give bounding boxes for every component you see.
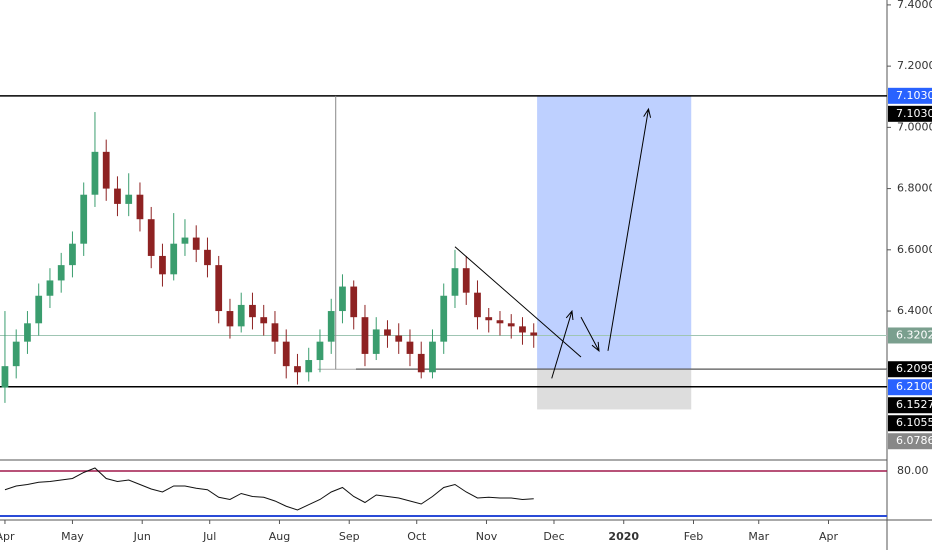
- candle-body: [91, 151, 99, 195]
- candle-body: [406, 341, 414, 354]
- candle-body: [384, 329, 391, 336]
- x-tick-label: May: [61, 530, 84, 543]
- y-tick-label: 7.20000: [897, 59, 932, 72]
- x-tick-label: Apr: [0, 530, 15, 543]
- candle-body: [57, 265, 65, 281]
- candle-body: [170, 243, 178, 275]
- candle-body: [485, 317, 493, 321]
- x-tick-label: Nov: [476, 530, 498, 543]
- rsi-line: [4, 467, 534, 511]
- y-tick-label: 6.60000: [897, 243, 932, 256]
- target-zone: [537, 95, 692, 370]
- candle-body: [24, 323, 31, 342]
- price-label-bg: [888, 87, 932, 104]
- y-tick-label: 7.40000: [897, 0, 932, 11]
- candle-body: [181, 237, 189, 244]
- x-tick-label: Jun: [133, 530, 151, 543]
- price-label-bg: [888, 433, 932, 450]
- candle-body: [327, 311, 335, 342]
- price-label: 7.10302: [896, 89, 932, 102]
- candle-body: [519, 326, 526, 333]
- candle-body: [282, 341, 290, 367]
- stop-zone: [537, 369, 692, 410]
- arrow: [551, 309, 574, 379]
- candle-body: [462, 268, 470, 293]
- candle-body: [395, 335, 403, 342]
- x-tick-label: 2020: [608, 530, 639, 543]
- candle-body: [496, 320, 504, 324]
- price-label: 6.15275: [896, 398, 932, 411]
- candle-body: [316, 341, 324, 361]
- candle-body: [350, 286, 358, 318]
- candle-body: [12, 341, 20, 367]
- candle-body: [136, 194, 144, 220]
- x-tick-label: Feb: [684, 530, 703, 543]
- x-tick-label: Dec: [543, 530, 564, 543]
- candle-body: [294, 366, 301, 373]
- candle-body: [451, 268, 459, 296]
- y-tick-label: 6.40000: [897, 304, 932, 317]
- candle-body: [1, 366, 9, 388]
- x-tick-label: Oct: [407, 530, 427, 543]
- candle-body: [530, 332, 538, 336]
- price-label-bg: [888, 379, 932, 396]
- price-label-bg: [888, 415, 932, 432]
- candle-body: [69, 243, 76, 266]
- price-label: 6.07861: [896, 434, 932, 447]
- x-tick-label: Aug: [269, 530, 290, 543]
- y-tick-label: 6.80000: [897, 182, 932, 195]
- x-tick-label: Apr: [819, 530, 839, 543]
- candle-body: [204, 249, 211, 266]
- arrow: [607, 107, 652, 351]
- arrow: [580, 316, 600, 352]
- candle-body: [249, 304, 256, 318]
- candle-body: [35, 295, 43, 324]
- candle-body: [361, 317, 369, 354]
- candle-body: [440, 295, 448, 342]
- candle-body: [305, 360, 313, 373]
- rsi-tick-label: 80.00: [897, 464, 929, 477]
- price-label: 6.32020: [896, 328, 932, 341]
- candle-body: [159, 255, 166, 275]
- candle-body: [372, 329, 380, 354]
- candle-body: [192, 237, 200, 250]
- price-label-bg: [888, 327, 932, 344]
- price-label: 6.10557: [896, 416, 932, 429]
- candle-body: [237, 304, 245, 327]
- x-tick-label: Jul: [202, 530, 216, 543]
- candle-body: [147, 219, 155, 256]
- candle-body: [46, 280, 54, 296]
- x-tick-label: Mar: [748, 530, 769, 543]
- candle-body: [271, 323, 279, 342]
- price-label-bg: [888, 397, 932, 414]
- candle-body: [260, 317, 268, 324]
- candle-body: [429, 341, 436, 373]
- candle-body: [474, 292, 481, 318]
- price-label-bg: [888, 105, 932, 122]
- price-label: 6.21003: [896, 380, 932, 393]
- trendline: [454, 246, 582, 358]
- x-tick-label: Sep: [339, 530, 360, 543]
- candle-body: [102, 151, 110, 189]
- candle-body: [125, 194, 133, 204]
- y-tick-label: 7.00000: [897, 120, 932, 133]
- candle-body: [339, 286, 346, 312]
- candle-body: [507, 323, 515, 327]
- price-label-bg: [888, 361, 932, 378]
- price-label: 7.10302: [896, 107, 932, 120]
- candle-body: [114, 188, 121, 204]
- candle-body: [417, 353, 425, 373]
- candle-body: [215, 265, 223, 312]
- candle-body: [226, 311, 234, 327]
- candle-body: [80, 194, 88, 244]
